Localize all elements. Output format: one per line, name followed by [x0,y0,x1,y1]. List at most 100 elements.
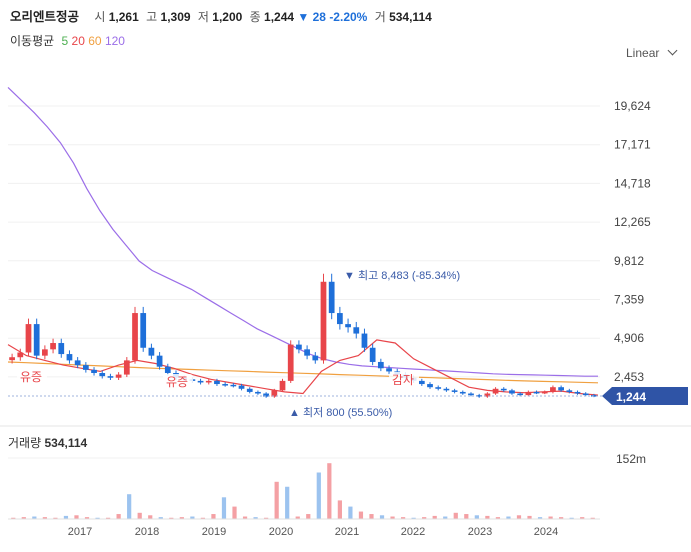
y-tick-label: 7,359 [614,293,644,307]
ma-legend: 이동평균 5 20 60 120 [10,32,125,49]
candle-body [271,390,278,397]
y-tick-label: 14,718 [614,176,651,190]
candle-body [74,360,81,366]
volume-bar [264,517,269,519]
high-annotation: ▼ 최고 8,483 (-85.34%) [344,269,460,282]
x-tick-label: 2024 [534,526,558,538]
candle-body [107,376,114,378]
volume-bar [316,472,321,519]
candle-body [255,391,261,394]
candle-body [238,385,245,389]
candle-body [541,391,548,394]
candle-body [214,380,220,385]
candle-body [337,313,343,325]
candle-body [263,393,269,397]
price-header: 오리엔트정공 시 1,261 고 1,309 저 1,200 종 1,244 ▼… [10,6,432,25]
volume-bar [485,515,490,519]
candle-body [156,355,163,367]
y-tick-label: 17,171 [614,138,651,152]
scale-label: Linear [626,46,660,60]
candle-body [9,357,15,361]
candle-body [361,333,368,348]
volume-bar [274,481,279,519]
candle-body [140,313,147,348]
candle-body [427,384,433,388]
candle-body [304,349,310,356]
y-tick-label: 4,906 [614,331,644,345]
volume-bar [116,514,121,519]
volume-bar [148,515,153,519]
x-tick-label: 2017 [68,526,92,538]
candle-body [50,343,56,350]
volume-bar [306,514,311,519]
candle-body [386,368,392,372]
candle-body [320,281,327,361]
volume-bar [84,517,90,519]
volume-bar [21,517,26,519]
candle-body [91,369,97,374]
candle-body [558,387,564,391]
ma-legend-20[interactable]: 20 [71,34,85,48]
x-tick-label: 2023 [468,526,492,538]
x-tick-label: 2022 [401,526,425,538]
close-label: 종 [249,10,261,24]
volume-bar [422,517,427,519]
volume-bar [105,517,111,519]
candle-body [566,390,573,392]
volume-bar [295,516,300,519]
candle-body [58,343,65,355]
scale-selector[interactable]: Linear [626,45,678,60]
open-label: 시 [94,10,106,24]
y-tick-label: 9,812 [614,254,644,268]
candle-body [574,391,581,394]
volume-bar [242,516,248,519]
candle-body [312,355,319,361]
ma60-line [7,361,599,384]
high-value: 1,309 [160,10,191,24]
ma-legend-title: 이동평균 [10,34,55,48]
volume-bar [158,517,163,519]
volume-bar [190,516,195,519]
volume-bar [169,517,174,519]
candle-body [115,374,122,378]
x-tick-label: 2018 [135,526,159,538]
candle-body [418,380,425,385]
volume-label: 거 [374,10,386,24]
candle-body [17,352,24,358]
volume-bar [559,517,564,519]
volume-value: 534,114 [389,10,432,24]
low-value: 1,200 [212,10,243,24]
volume-bar [11,517,16,519]
volume-title-label: 거래량 [8,436,42,450]
candle-body [132,313,138,361]
candle-body [517,393,524,396]
event-label-bg [17,369,47,385]
candle-body [33,324,40,356]
volume-bar [32,516,37,519]
x-tick-label: 2019 [202,526,226,538]
low-label: 저 [197,10,209,24]
volume-bar [400,517,406,519]
volume-bar [42,517,47,519]
candle-body [509,390,515,394]
ma-legend-60[interactable]: 60 [88,34,102,48]
candle-body [230,384,237,387]
volume-bar [127,494,132,519]
volume-bar [221,497,227,519]
candle-body [279,380,286,391]
candle-body [500,388,507,391]
candle-body [222,384,229,386]
ma-legend-5[interactable]: 5 [61,34,69,48]
ma-legend-120[interactable]: 120 [104,34,125,48]
stock-name: 오리엔트정공 [10,10,80,24]
volume-bar [95,517,100,519]
volume-bar [285,486,290,519]
candle-body [476,395,483,397]
candle-body [533,391,540,394]
volume-bar [590,517,595,519]
candle-body [451,390,458,392]
event-label-bg [163,374,193,390]
volume-bar [548,516,553,519]
event-label: 감자 [392,373,414,387]
